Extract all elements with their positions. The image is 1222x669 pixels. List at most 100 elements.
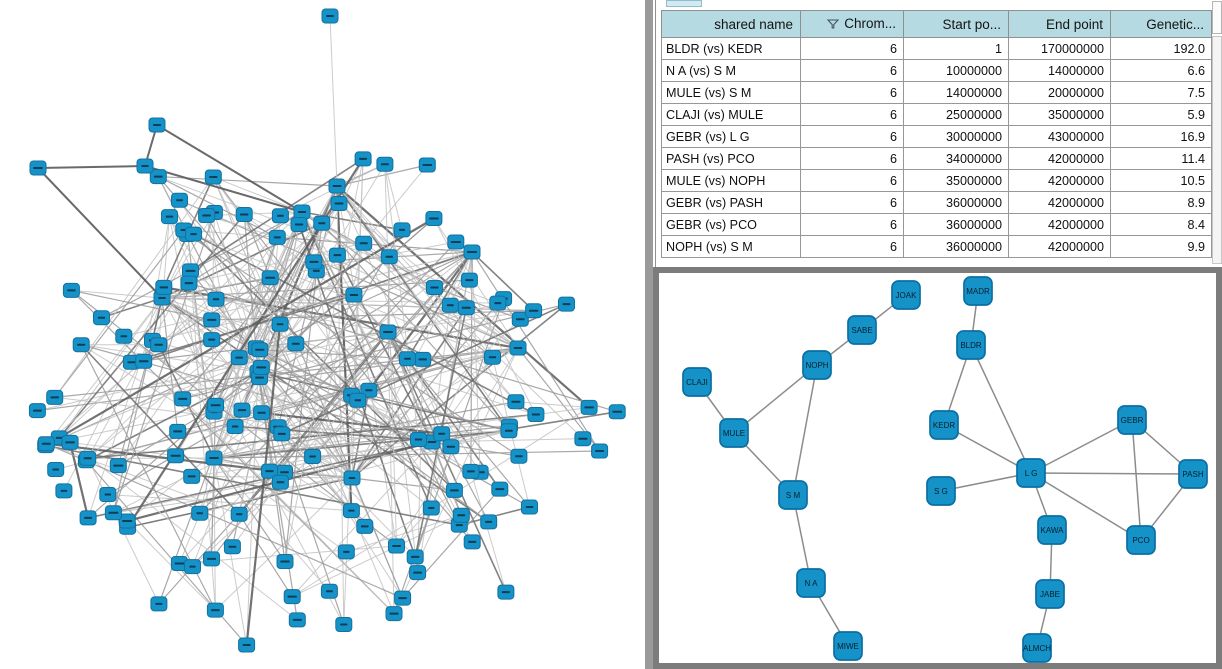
network-node[interactable]: [321, 8, 339, 24]
table-row[interactable]: MULE (vs) S M 6 14000000 20000000 7.5: [661, 81, 1212, 104]
network-node[interactable]: [460, 272, 478, 288]
network-node[interactable]: [328, 247, 346, 263]
network-node[interactable]: [276, 554, 294, 569]
network-node[interactable]: [376, 156, 394, 172]
network-node[interactable]: [47, 462, 65, 477]
column-header-end-point[interactable]: End point: [1008, 10, 1111, 38]
network-node[interactable]: [251, 342, 269, 358]
network-node[interactable]: [349, 392, 367, 408]
network-node[interactable]: [37, 436, 55, 452]
network-node[interactable]: [104, 505, 122, 521]
network-node[interactable]: [511, 311, 529, 327]
network-node-bldr[interactable]: BLDR: [956, 330, 986, 360]
network-edge-bldr-l-g[interactable]: [970, 344, 1032, 474]
network-node[interactable]: [288, 612, 306, 628]
network-node[interactable]: [399, 351, 416, 367]
network-node[interactable]: [335, 617, 353, 632]
network-node[interactable]: [313, 215, 331, 231]
filter-funnel-icon[interactable]: [826, 17, 840, 32]
network-node[interactable]: [480, 514, 498, 530]
table-row[interactable]: GEBR (vs) PASH 6 36000000 42000000 8.9: [661, 191, 1212, 214]
network-node[interactable]: [521, 499, 538, 515]
network-node[interactable]: [115, 328, 133, 344]
network-node[interactable]: [206, 602, 224, 618]
network-node[interactable]: [447, 234, 465, 250]
network-node[interactable]: [507, 394, 525, 410]
network-node[interactable]: [355, 235, 373, 251]
network-node[interactable]: [271, 316, 289, 332]
network-node-s-g[interactable]: S G: [926, 476, 956, 506]
network-node[interactable]: [268, 229, 286, 245]
network-node[interactable]: [207, 397, 225, 413]
network-node[interactable]: [379, 324, 397, 340]
main-network-panel[interactable]: [0, 0, 645, 669]
network-node[interactable]: [433, 426, 451, 442]
network-node-jabe[interactable]: JABE: [1035, 579, 1065, 609]
network-node-kawa[interactable]: KAWA: [1037, 515, 1067, 545]
network-node[interactable]: [171, 192, 188, 208]
network-node[interactable]: [62, 282, 80, 298]
network-node[interactable]: [149, 169, 167, 185]
network-node[interactable]: [356, 518, 374, 534]
network-node-joak[interactable]: JOAK: [891, 280, 921, 310]
network-node[interactable]: [46, 389, 64, 405]
network-node[interactable]: [271, 474, 289, 490]
network-node[interactable]: [136, 158, 154, 174]
panel-splitter[interactable]: [645, 0, 653, 669]
network-node[interactable]: [337, 544, 355, 560]
network-node[interactable]: [343, 470, 361, 486]
network-node[interactable]: [99, 487, 117, 502]
network-node[interactable]: [558, 296, 575, 312]
network-node[interactable]: [183, 468, 201, 484]
network-node[interactable]: [261, 270, 279, 286]
network-node[interactable]: [509, 340, 527, 356]
table-row[interactable]: CLAJI (vs) MULE 6 25000000 35000000 5.9: [661, 103, 1212, 126]
network-node[interactable]: [203, 551, 220, 567]
network-node[interactable]: [273, 426, 291, 442]
network-edge-l-g-pash[interactable]: [1030, 472, 1194, 475]
network-node-kedr[interactable]: KEDR: [929, 410, 959, 440]
network-node[interactable]: [283, 589, 301, 605]
network-node[interactable]: [185, 226, 202, 242]
table-row[interactable]: N A (vs) S M 6 10000000 14000000 6.6: [661, 59, 1212, 82]
network-node[interactable]: [304, 449, 322, 464]
network-node[interactable]: [148, 117, 166, 133]
network-node-gebr[interactable]: GEBR: [1117, 405, 1147, 435]
network-node[interactable]: [500, 423, 518, 439]
network-node[interactable]: [406, 549, 424, 565]
network-edge-noph-s-m[interactable]: [792, 364, 818, 496]
network-node[interactable]: [328, 178, 346, 194]
network-node[interactable]: [238, 637, 256, 653]
network-node[interactable]: [223, 539, 241, 555]
network-node[interactable]: [608, 404, 626, 420]
network-node-mule[interactable]: MULE: [719, 418, 749, 448]
network-node[interactable]: [422, 500, 440, 516]
network-node[interactable]: [79, 510, 97, 526]
network-node[interactable]: [354, 151, 372, 167]
network-node[interactable]: [207, 291, 225, 307]
network-node[interactable]: [290, 217, 308, 232]
table-row[interactable]: GEBR (vs) L G 6 30000000 43000000 16.9: [661, 125, 1212, 148]
column-header-genetic[interactable]: Genetic...: [1110, 10, 1212, 38]
network-node[interactable]: [61, 434, 79, 450]
network-node[interactable]: [203, 312, 221, 328]
network-node[interactable]: [497, 584, 515, 600]
network-node[interactable]: [230, 350, 248, 366]
network-node[interactable]: [580, 399, 598, 415]
network-node[interactable]: [385, 606, 403, 622]
network-node[interactable]: [252, 359, 270, 375]
network-node-n-a[interactable]: N A: [796, 568, 826, 598]
network-node[interactable]: [233, 402, 251, 418]
network-node[interactable]: [135, 353, 153, 369]
network-node[interactable]: [261, 463, 278, 479]
network-node[interactable]: [418, 157, 436, 173]
network-node[interactable]: [489, 295, 507, 311]
network-node-almch[interactable]: ALMCH: [1022, 633, 1052, 663]
network-node[interactable]: [150, 596, 168, 612]
network-node[interactable]: [463, 244, 481, 260]
network-node-madr[interactable]: MADR: [963, 276, 993, 306]
network-node-pash[interactable]: PASH: [1178, 459, 1208, 489]
network-node[interactable]: [463, 534, 481, 550]
network-node[interactable]: [342, 503, 360, 519]
network-node[interactable]: [574, 431, 592, 447]
